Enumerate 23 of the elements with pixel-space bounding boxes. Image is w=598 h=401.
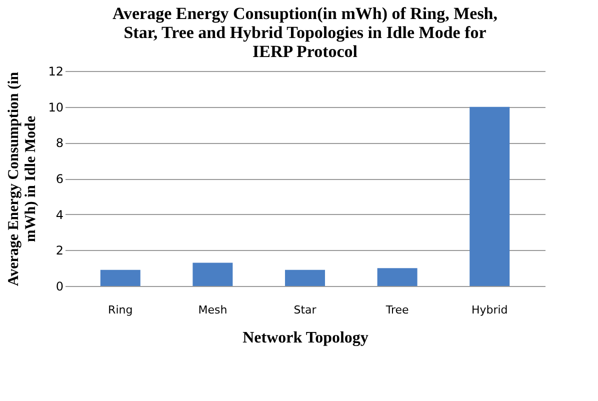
x-tick-label: Tree [384,304,409,316]
x-tick-label: Hybrid [471,304,508,316]
x-tick-label: Star [294,304,317,316]
y-tick-label: 2 [56,244,64,258]
bar [470,106,510,286]
text: IERP Protocol [252,42,358,61]
y-tick-label: 6 [56,172,64,186]
x-tick-label: Mesh [198,304,228,316]
text: Star, Tree and Hybrid Topologies in Idle Mode for [124,23,486,42]
bar [285,270,325,286]
x-tick-label: Ring [108,304,133,316]
text: Average Energy Consuption(in mWh) of Ring, Mesh, [112,4,498,23]
x-axis-title: Network Topology [242,330,368,346]
y-tick-label: 12 [48,64,64,78]
y-tick-label: 4 [56,208,64,222]
bar [192,262,233,286]
bar [100,270,140,286]
y-tick-label: 8 [56,136,64,150]
y-tick-label: 10 [48,100,64,114]
y-tick-label: 0 [56,280,64,294]
text: mWh) in Idle Mode [23,116,40,242]
bar [377,268,418,286]
text: Average Energy Consumption (in [6,72,22,286]
